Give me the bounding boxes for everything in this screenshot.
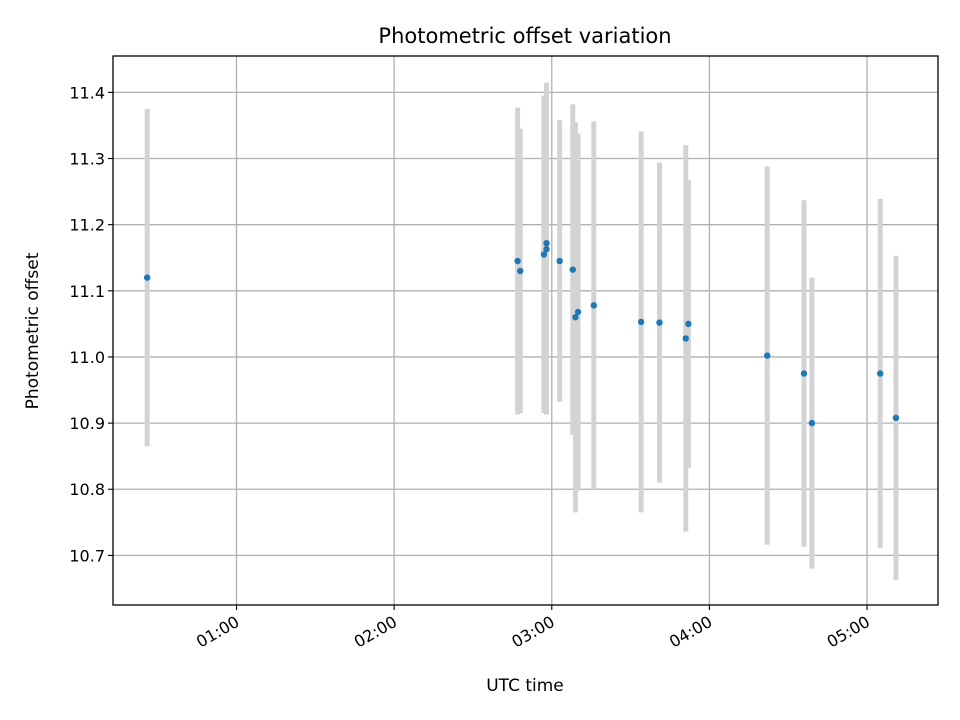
data-point [808, 419, 816, 427]
data-point [143, 274, 151, 281]
y-tick-label: 11.0 [69, 348, 105, 367]
y-tick-label: 11.3 [69, 150, 105, 169]
data-point [572, 314, 579, 321]
y-axis-label: Photometric offset [23, 252, 43, 409]
data-point [514, 257, 521, 265]
data-point [556, 257, 563, 265]
grid [113, 56, 938, 605]
data-point [656, 319, 663, 326]
x-axis-label: UTC time [486, 676, 564, 696]
data-point [569, 266, 576, 273]
data-point [682, 335, 689, 342]
y-tick-label: 11.2 [69, 216, 105, 235]
data-point [892, 414, 900, 422]
y-tick-label: 10.9 [69, 414, 105, 433]
data-point [590, 302, 598, 309]
y-axis-ticks: 10.7 10.8 10.9 11.0 11.1 11.2 11.3 11.4 [69, 83, 113, 565]
chart-title: Photometric offset variation [378, 24, 671, 48]
data-point [574, 308, 582, 316]
data-points [143, 239, 900, 427]
data-point [517, 267, 524, 275]
data-point [764, 352, 771, 359]
data-point [800, 370, 808, 377]
data-point [637, 318, 645, 326]
y-tick-label: 11.4 [69, 83, 105, 102]
y-tick-label: 10.7 [69, 546, 105, 565]
data-point [685, 320, 692, 328]
data-point [540, 251, 548, 258]
plot-frame [112, 55, 939, 606]
y-tick-label: 11.1 [69, 282, 105, 301]
data-point [543, 239, 550, 247]
y-tick-label: 10.8 [69, 480, 105, 499]
data-point [543, 245, 550, 253]
data-point [876, 370, 884, 377]
